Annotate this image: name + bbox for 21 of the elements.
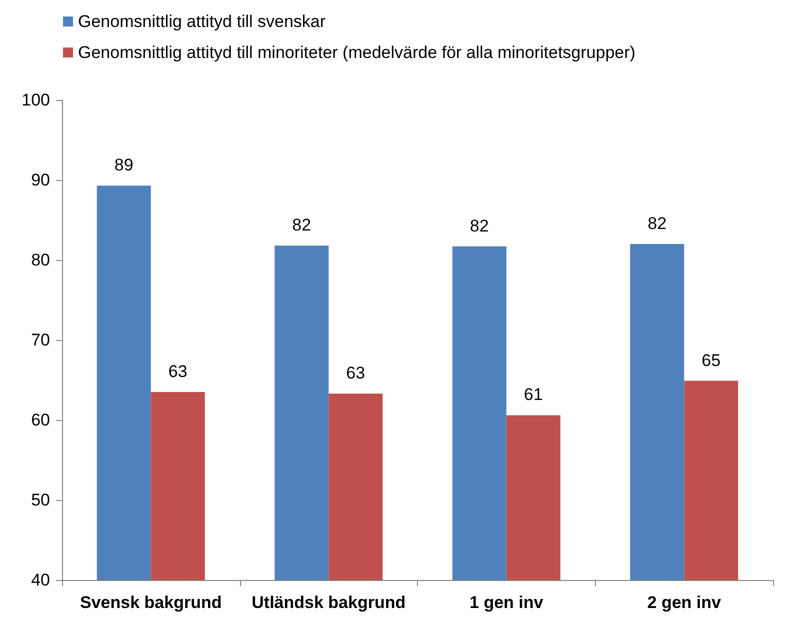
y-tick-label: 50 xyxy=(31,490,50,510)
y-tick-label: 80 xyxy=(31,250,50,270)
data-label: 82 xyxy=(648,214,667,233)
data-label: 65 xyxy=(702,350,721,370)
x-tick-label: 2 gen inv xyxy=(647,593,722,612)
data-label: 82 xyxy=(292,216,312,235)
x-tick-label: 1 gen inv xyxy=(470,593,544,612)
data-label: 82 xyxy=(470,216,489,236)
x-tick-label: Utländsk bakgrund xyxy=(252,593,406,612)
data-label: 63 xyxy=(346,364,366,383)
y-tick-label: 90 xyxy=(31,170,50,190)
data-label: 63 xyxy=(168,362,188,381)
legend-label: Genomsnittlig attityd till svenskar xyxy=(78,12,326,31)
x-tick-label: Svensk bakgrund xyxy=(80,593,222,612)
legend-label: Genomsnittlig attityd till minoriteter (medelvärde för alla minoritetsgrupper) xyxy=(78,43,636,62)
y-tick-label: 60 xyxy=(31,410,50,430)
y-tick-label: 100 xyxy=(22,90,50,110)
data-label: 89 xyxy=(114,156,134,175)
y-tick-label: 40 xyxy=(31,570,50,590)
y-tick-label: 70 xyxy=(31,330,50,350)
data-label: 61 xyxy=(524,385,543,404)
